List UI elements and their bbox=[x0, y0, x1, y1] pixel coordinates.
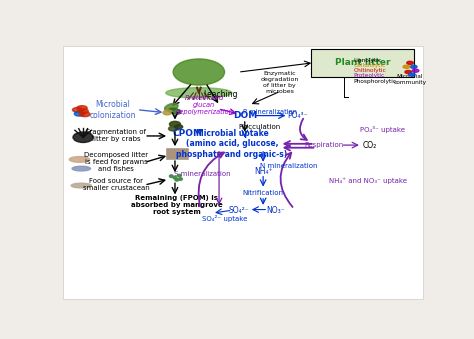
Text: Cellulolytic: Cellulolytic bbox=[353, 63, 385, 68]
Text: NH₄⁺: NH₄⁺ bbox=[254, 167, 273, 176]
Text: NH₄⁺ and NO₃⁻ uptake: NH₄⁺ and NO₃⁻ uptake bbox=[329, 177, 407, 184]
Text: Flocculation: Flocculation bbox=[238, 124, 281, 130]
Ellipse shape bbox=[405, 71, 411, 74]
Ellipse shape bbox=[412, 69, 419, 72]
FancyBboxPatch shape bbox=[166, 148, 188, 159]
Text: SO₄²⁻: SO₄²⁻ bbox=[229, 206, 250, 215]
Ellipse shape bbox=[80, 112, 90, 117]
FancyBboxPatch shape bbox=[63, 46, 423, 299]
Text: Decomposed litter
is feed for prawns
and fishes: Decomposed litter is feed for prawns and… bbox=[84, 152, 148, 172]
Text: NO₃⁻: NO₃⁻ bbox=[266, 206, 285, 215]
Ellipse shape bbox=[166, 88, 232, 98]
Text: DOM: DOM bbox=[233, 111, 257, 120]
Ellipse shape bbox=[72, 166, 91, 171]
Text: CO₂: CO₂ bbox=[363, 141, 377, 149]
Circle shape bbox=[173, 176, 177, 179]
Text: SO₄²⁻ uptake: SO₄²⁻ uptake bbox=[202, 215, 247, 222]
Text: Chitinolytic: Chitinolytic bbox=[353, 68, 386, 73]
Ellipse shape bbox=[73, 107, 83, 112]
Text: N mineralization: N mineralization bbox=[260, 163, 318, 169]
Ellipse shape bbox=[163, 110, 172, 115]
Ellipse shape bbox=[173, 59, 225, 85]
Text: CPOM: CPOM bbox=[173, 129, 203, 138]
Text: Leaching: Leaching bbox=[204, 90, 238, 99]
Ellipse shape bbox=[74, 112, 84, 116]
Text: Plant litter: Plant litter bbox=[335, 58, 390, 67]
Text: Proteolytic: Proteolytic bbox=[353, 74, 384, 78]
Text: Microbial
colonization: Microbial colonization bbox=[89, 100, 136, 120]
Ellipse shape bbox=[164, 103, 178, 111]
Text: Respiration: Respiration bbox=[304, 142, 343, 148]
Text: Enzymatic
degradation
of litter by
microbes: Enzymatic degradation of litter by micro… bbox=[261, 71, 299, 94]
Ellipse shape bbox=[78, 109, 88, 114]
Text: Food source for
smaller crustacean: Food source for smaller crustacean bbox=[83, 178, 150, 191]
Text: Fragmentation of
litter by crabs: Fragmentation of litter by crabs bbox=[86, 129, 146, 142]
Ellipse shape bbox=[410, 65, 417, 68]
Ellipse shape bbox=[71, 183, 91, 188]
Ellipse shape bbox=[169, 108, 181, 114]
Text: Microbial uptake
(amino acid, glucose,
phosphate and organic-s): Microbial uptake (amino acid, glucose, p… bbox=[176, 129, 288, 159]
Ellipse shape bbox=[69, 157, 90, 162]
Circle shape bbox=[178, 174, 181, 177]
Circle shape bbox=[179, 178, 182, 180]
Text: S mineralization: S mineralization bbox=[174, 171, 231, 177]
Text: Lignolytic: Lignolytic bbox=[353, 58, 381, 63]
Text: PO₄³⁻: PO₄³⁻ bbox=[288, 111, 309, 120]
Text: PO₄³⁻ uptake: PO₄³⁻ uptake bbox=[360, 126, 405, 133]
Ellipse shape bbox=[77, 106, 87, 111]
Ellipse shape bbox=[73, 132, 93, 142]
FancyBboxPatch shape bbox=[311, 48, 414, 77]
Text: Microbial
community: Microbial community bbox=[393, 75, 427, 85]
Ellipse shape bbox=[403, 65, 410, 68]
Ellipse shape bbox=[169, 126, 178, 131]
Ellipse shape bbox=[409, 73, 415, 76]
Ellipse shape bbox=[407, 61, 413, 64]
Ellipse shape bbox=[174, 125, 182, 129]
Text: Protein and
glucan
depolymerization: Protein and glucan depolymerization bbox=[175, 95, 233, 115]
Text: Phosphorolytic: Phosphorolytic bbox=[353, 79, 396, 84]
Circle shape bbox=[170, 175, 173, 177]
Ellipse shape bbox=[170, 121, 181, 127]
Text: Remaining (FPOM) is
absorbed by mangrove
root system: Remaining (FPOM) is absorbed by mangrove… bbox=[131, 195, 223, 215]
Circle shape bbox=[175, 179, 179, 181]
Text: Nitrification: Nitrification bbox=[243, 191, 283, 196]
Text: P mineralization: P mineralization bbox=[244, 109, 298, 115]
